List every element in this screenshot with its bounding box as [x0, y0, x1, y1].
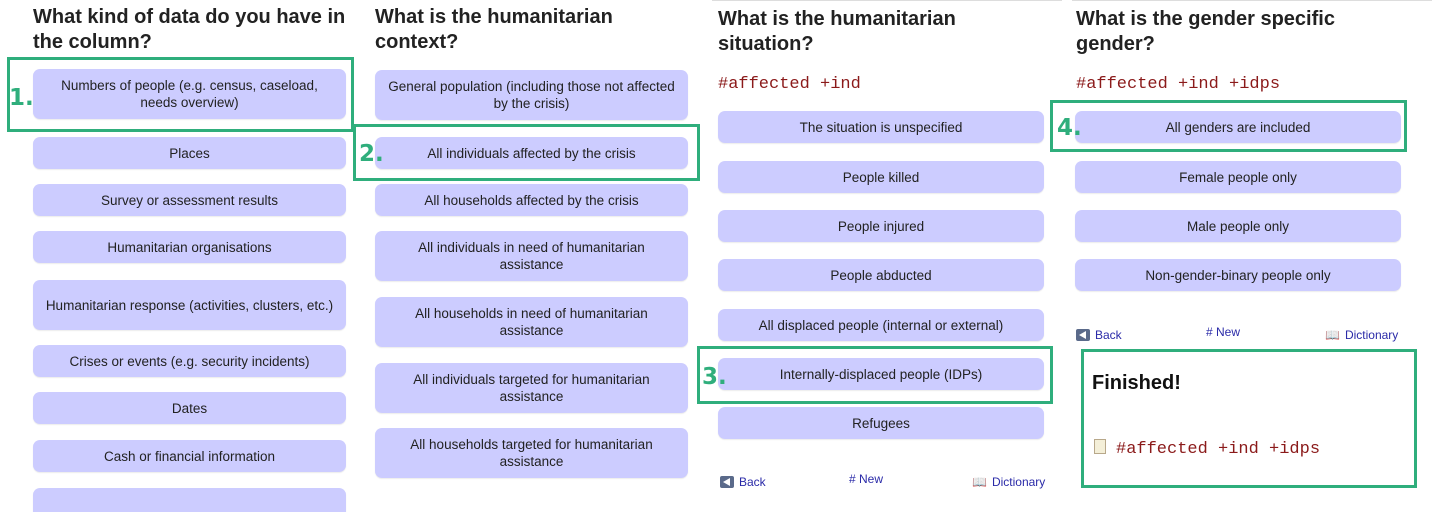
option-female-only[interactable]: Female people only — [1075, 161, 1401, 193]
book-icon: 📖 — [972, 475, 987, 489]
option-situation-unspecified[interactable]: The situation is unspecified — [718, 111, 1044, 143]
finished-tag: #affected +ind +idps — [1116, 440, 1321, 459]
hxl-tag: #affected +ind — [718, 75, 861, 94]
panel-title: What is the humanitarian situation? — [718, 8, 956, 55]
panel-title: What kind of data do you have in the col… — [33, 6, 346, 53]
dictionary-link[interactable]: 📖 Dictionary — [1325, 328, 1398, 342]
top-divider — [712, 0, 1062, 1]
dictionary-label: Dictionary — [991, 475, 1046, 489]
panel-title: What is the gender specific gender? — [1076, 8, 1335, 55]
option-numbers-of-people[interactable]: Numbers of people (e.g. census, caseload… — [33, 69, 346, 119]
new-label: # New — [849, 472, 884, 486]
back-link[interactable]: Back — [1076, 328, 1122, 342]
option-people-injured[interactable]: People injured — [718, 210, 1044, 242]
option-survey-results[interactable]: Survey or assessment results — [33, 184, 346, 216]
option-refugees[interactable]: Refugees — [718, 407, 1044, 439]
option-people-killed[interactable]: People killed — [718, 161, 1044, 193]
dictionary-label: Dictionary — [1344, 328, 1399, 342]
back-label: Back — [739, 475, 766, 489]
option-individuals-in-need[interactable]: All individuals in need of humanitarian … — [375, 231, 688, 281]
hxl-tag: #affected +ind +idps — [1076, 75, 1281, 94]
option-places[interactable]: Places — [33, 137, 346, 169]
step-number-2: 2. — [359, 141, 384, 167]
option-all-genders[interactable]: All genders are included — [1075, 111, 1401, 143]
option-idps[interactable]: Internally-displaced people (IDPs) — [718, 358, 1044, 390]
option-general-population[interactable]: General population (including those not … — [375, 70, 688, 120]
finished-box: Finished! #affected +ind +idps — [1081, 349, 1417, 488]
option-non-binary-only[interactable]: Non-gender-binary people only — [1075, 259, 1401, 291]
panel-gender: What is the gender specific gender? #aff… — [1050, 0, 1436, 512]
option-households-targeted[interactable]: All households targeted for humanitarian… — [375, 428, 688, 478]
new-label: # New — [1206, 325, 1241, 339]
option-all-displaced[interactable]: All displaced people (internal or extern… — [718, 309, 1044, 341]
book-icon: 📖 — [1325, 328, 1340, 342]
option-households-in-need[interactable]: All households in need of humanitarian a… — [375, 297, 688, 347]
option-cash-financial[interactable]: Cash or financial information — [33, 440, 346, 472]
option-humanitarian-response[interactable]: Humanitarian response (activities, clust… — [33, 280, 346, 330]
new-link[interactable]: # New — [1206, 325, 1240, 339]
back-arrow-icon — [720, 476, 734, 488]
option-dates[interactable]: Dates — [33, 392, 346, 424]
top-divider — [1072, 0, 1432, 1]
option-individuals-affected[interactable]: All individuals affected by the crisis — [375, 137, 688, 169]
panel-data-kind: What kind of data do you have in the col… — [0, 0, 362, 512]
finished-title: Finished! — [1092, 372, 1181, 394]
step-number-3: 3. — [702, 364, 727, 390]
back-arrow-icon — [1076, 329, 1090, 341]
option-male-only[interactable]: Male people only — [1075, 210, 1401, 242]
step-number-4: 4. — [1057, 115, 1082, 141]
option-more-cutoff[interactable] — [33, 488, 346, 512]
new-link[interactable]: # New — [849, 472, 883, 486]
option-households-affected[interactable]: All households affected by the crisis — [375, 184, 688, 216]
option-humanitarian-organisations[interactable]: Humanitarian organisations — [33, 231, 346, 263]
option-individuals-targeted[interactable]: All individuals targeted for humanitaria… — [375, 363, 688, 413]
finished-tag-row: #affected +ind +idps — [1094, 439, 1320, 459]
panel-humanitarian-context: What is the humanitarian context? Genera… — [353, 0, 702, 512]
step-number-1: 1. — [9, 85, 34, 111]
option-people-abducted[interactable]: People abducted — [718, 259, 1044, 291]
option-crises-events[interactable]: Crises or events (e.g. security incident… — [33, 345, 346, 377]
panel-title: What is the humanitarian context? — [375, 6, 613, 53]
back-label: Back — [1095, 328, 1122, 342]
back-link[interactable]: Back — [720, 475, 766, 489]
document-icon — [1094, 439, 1106, 454]
panel-humanitarian-situation: What is the humanitarian situation? #aff… — [697, 0, 1062, 512]
dictionary-link[interactable]: 📖 Dictionary — [972, 475, 1045, 489]
